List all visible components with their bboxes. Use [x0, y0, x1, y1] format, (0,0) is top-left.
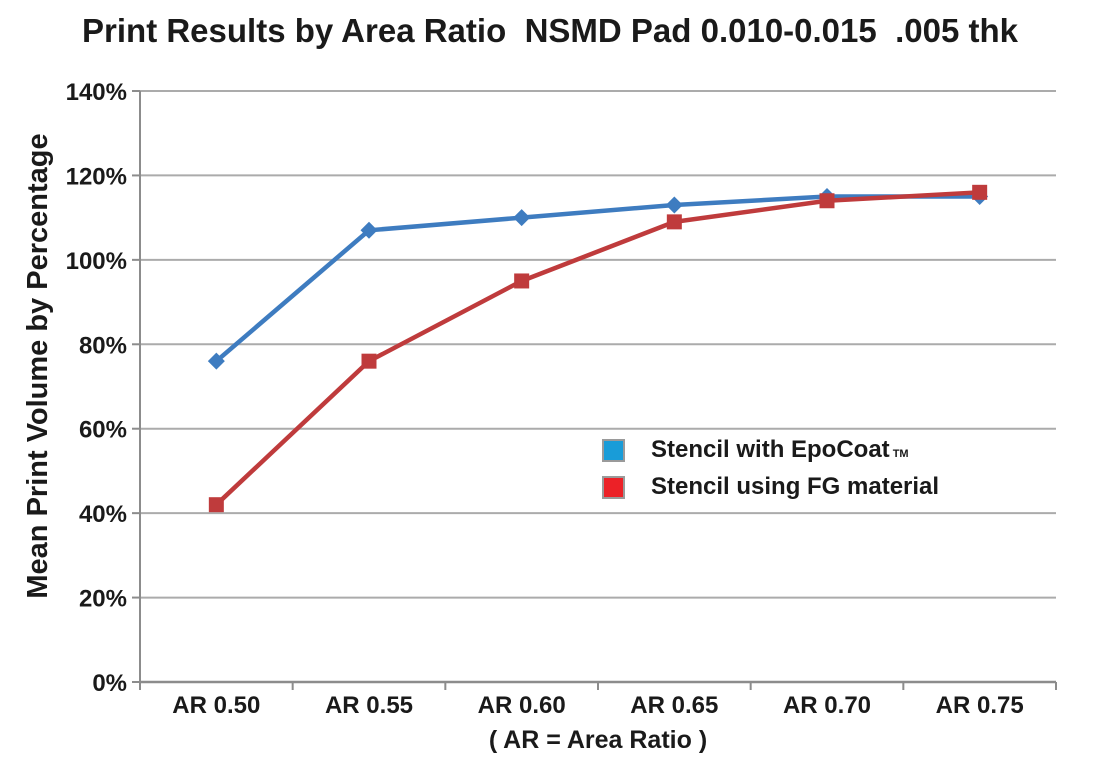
series-line-1	[214, 190, 982, 507]
y-tick-label: 0%	[92, 670, 127, 697]
y-tick-label: 100%	[66, 248, 127, 275]
x-axis-title: ( AR = Area Ratio )	[488, 726, 708, 754]
y-tick-label: 120%	[66, 163, 127, 190]
y-tick-label: 60%	[79, 417, 127, 444]
data-point-square	[361, 353, 377, 369]
legend-item-epocoat: Stencil with EpoCoat TM	[602, 438, 939, 462]
trademark-suffix: TM	[892, 448, 909, 460]
y-tick-label: 40%	[79, 501, 127, 528]
data-point-diamond	[513, 209, 531, 227]
data-point-square	[514, 273, 530, 289]
data-point-square	[972, 184, 988, 200]
data-point-diamond	[360, 221, 378, 239]
legend-swatch-epocoat	[602, 438, 625, 462]
legend-label-epocoat: Stencil with EpoCoat	[651, 436, 890, 463]
x-tick-label: AR 0.55	[325, 692, 413, 719]
legend-swatch-fg-material	[602, 475, 625, 499]
data-point-square	[666, 214, 682, 230]
chart-title: Print Results by Area Ratio NSMD Pad 0.0…	[82, 12, 1018, 49]
data-point-diamond	[207, 352, 225, 370]
legend-label-fg-material: Stencil using FG material	[651, 473, 940, 500]
y-tick-label: 140%	[66, 79, 127, 106]
y-tick-label: 80%	[79, 332, 127, 359]
x-tick-label: AR 0.50	[172, 692, 260, 719]
y-tick-label: 20%	[79, 586, 127, 613]
data-point-square	[819, 193, 835, 209]
series-line-0	[214, 194, 982, 364]
data-point-diamond	[665, 196, 683, 214]
x-tick-label: AR 0.70	[783, 692, 871, 719]
legend: Stencil with EpoCoat TM Stencil using FG…	[602, 438, 939, 499]
x-tick-label: AR 0.60	[478, 692, 566, 719]
data-point-square	[208, 497, 224, 513]
legend-item-fg-material: Stencil using FG material	[602, 475, 939, 499]
x-tick-label: AR 0.65	[630, 692, 718, 719]
x-tick-label: AR 0.75	[936, 692, 1024, 719]
